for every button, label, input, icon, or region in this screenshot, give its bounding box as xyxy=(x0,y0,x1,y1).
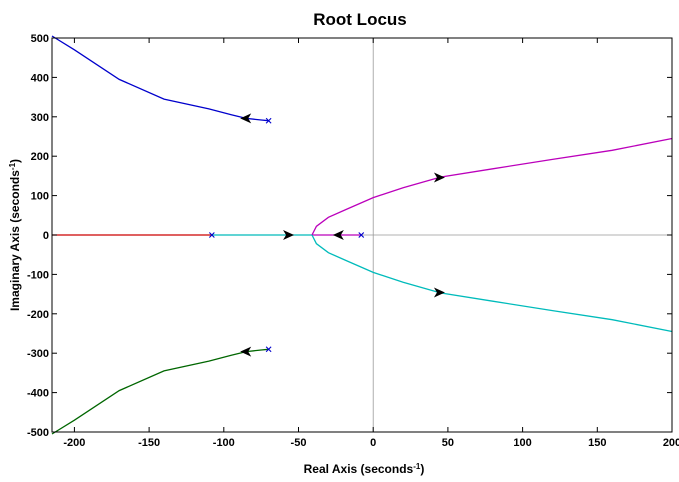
y-tick-label: 400 xyxy=(31,72,49,84)
x-tick-label: 100 xyxy=(513,437,531,449)
locus-branch-6 xyxy=(311,137,673,236)
direction-arrow-4 xyxy=(332,230,344,240)
x-axis-unit-exponent: -1 xyxy=(413,462,421,471)
chart-title: Root Locus xyxy=(313,10,407,29)
y-tick-label: 0 xyxy=(43,230,49,242)
x-tick-label: -100 xyxy=(213,437,235,449)
x-tick-label: 0 xyxy=(370,437,376,449)
x-tick-label: -200 xyxy=(63,437,85,449)
x-tick-labels: -200 -150 -100 -50 0 50 100 150 200 xyxy=(63,437,679,449)
y-axis-label-text: Imaginary Axis (seconds xyxy=(8,170,22,311)
y-tick-label: 500 xyxy=(31,33,49,45)
y-tick-label: 200 xyxy=(31,151,49,163)
direction-arrow-3 xyxy=(283,230,295,240)
plot-area xyxy=(51,35,673,435)
y-axis-unit-close: ) xyxy=(8,159,22,163)
y-tick-label: 100 xyxy=(31,191,49,203)
y-tick-label: -200 xyxy=(27,309,49,321)
direction-arrow-1 xyxy=(240,113,252,124)
pole-marker-4 xyxy=(358,232,365,238)
direction-arrow-2 xyxy=(240,346,252,357)
y-tick-label: -100 xyxy=(27,269,49,281)
y-tick-label: -400 xyxy=(27,388,49,400)
y-tick-label: -500 xyxy=(27,427,49,439)
locus-branch-1 xyxy=(51,35,269,122)
locus-branch-7 xyxy=(311,234,673,333)
y-axis-unit-exponent: -1 xyxy=(8,162,17,170)
direction-arrow-5 xyxy=(433,172,445,183)
x-tick-label: 200 xyxy=(663,437,679,449)
y-tick-label: -300 xyxy=(27,348,49,360)
pole-marker-2 xyxy=(265,346,272,353)
pole-marker-3 xyxy=(208,232,215,238)
locus-branch-2 xyxy=(51,348,269,435)
direction-arrow-6 xyxy=(433,287,445,298)
x-tick-label: 50 xyxy=(442,437,454,449)
x-axis-label-text: Real Axis (seconds xyxy=(304,462,414,476)
pole-marker-1 xyxy=(265,117,272,124)
y-axis-label: Imaginary Axis (seconds-1) xyxy=(8,159,23,311)
x-axis-unit-close: ) xyxy=(420,462,424,476)
y-tick-label: 300 xyxy=(31,112,49,124)
x-axis-label: Real Axis (seconds-1) xyxy=(304,462,425,477)
x-tick-label: 150 xyxy=(588,437,606,449)
x-tick-label: -50 xyxy=(291,437,307,449)
y-tick-labels: 500 400 300 200 100 0 -100 -200 -300 -400 -500 xyxy=(27,33,49,439)
x-tick-label: -150 xyxy=(138,437,160,449)
